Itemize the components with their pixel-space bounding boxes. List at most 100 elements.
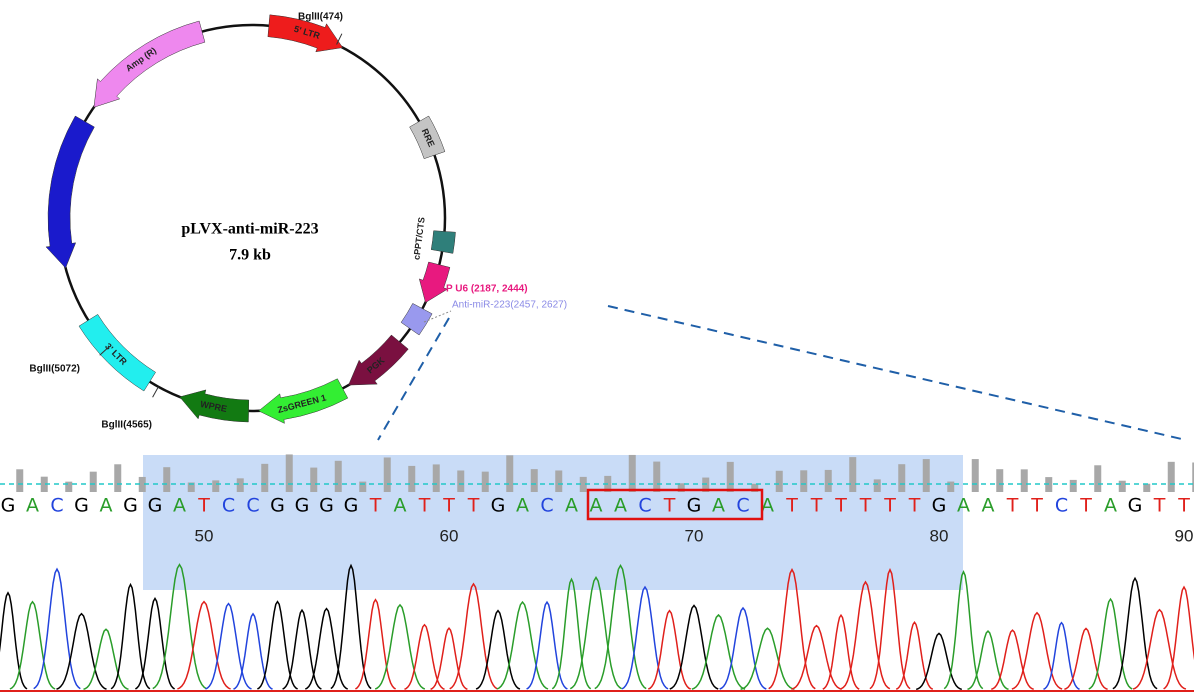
annotation: P U6 (2187, 2444) <box>446 284 528 295</box>
peak <box>450 584 498 689</box>
base: T <box>418 495 431 517</box>
base: G <box>148 495 163 517</box>
base: T <box>663 495 676 517</box>
feature <box>46 116 94 268</box>
quality-bar <box>359 482 366 492</box>
quality-bar <box>653 462 660 492</box>
base: T <box>1006 495 1019 517</box>
quality-bar <box>90 472 97 492</box>
peak <box>177 602 230 689</box>
site-label: BglII(4565) <box>101 420 152 431</box>
quality-bar <box>849 457 856 492</box>
base: A <box>516 495 529 517</box>
position: 70 <box>685 526 704 545</box>
peak <box>431 628 468 689</box>
peak <box>1044 623 1080 690</box>
base: T <box>810 495 823 517</box>
position: 80 <box>930 526 949 545</box>
peak <box>111 585 150 689</box>
quality-bar <box>65 482 72 492</box>
quality-bar <box>947 482 954 492</box>
zoom-line <box>608 306 1186 440</box>
base: C <box>638 495 651 517</box>
peak <box>257 602 297 689</box>
base: G <box>932 495 947 517</box>
quality-bar <box>555 470 562 492</box>
quality-bar <box>482 472 489 492</box>
base: C <box>540 495 553 517</box>
quality-bar <box>825 470 832 492</box>
site-label: BglII(474) <box>298 12 343 23</box>
base: G <box>295 495 310 517</box>
peak <box>206 604 252 689</box>
base: A <box>100 495 113 517</box>
quality-bar <box>727 462 734 492</box>
base: G <box>1128 495 1143 517</box>
base: C <box>50 495 63 517</box>
base: T <box>1030 495 1043 517</box>
base: C <box>246 495 259 517</box>
peak <box>1064 629 1107 690</box>
peak <box>896 622 933 689</box>
peak <box>283 610 322 689</box>
quality-bar <box>972 459 979 492</box>
base: C <box>736 495 749 517</box>
base: T <box>369 495 382 517</box>
base: T <box>785 495 798 517</box>
peak <box>375 605 425 689</box>
quality-bar <box>1021 469 1028 492</box>
base: G <box>123 495 138 517</box>
base: T <box>197 495 210 517</box>
quality-bar <box>163 467 170 492</box>
plasmid-size: 7.9 kb <box>229 247 271 264</box>
base: G <box>319 495 334 517</box>
peak <box>622 587 668 689</box>
base: A <box>1104 495 1117 517</box>
quality-bar <box>457 470 464 492</box>
quality-bar <box>1168 462 1175 492</box>
quality-bar <box>1143 484 1150 492</box>
peak <box>552 579 590 689</box>
quality-bar <box>408 466 415 492</box>
position: 50 <box>195 526 214 545</box>
peak <box>135 599 174 690</box>
quality-bar <box>898 464 905 492</box>
base: A <box>982 495 995 517</box>
base: G <box>270 495 285 517</box>
base: A <box>394 495 407 517</box>
site-label: BglII(5072) <box>29 364 80 375</box>
peak <box>84 629 129 689</box>
feature <box>401 303 432 335</box>
annotation: Anti-miR-223(2457, 2627) <box>452 300 567 311</box>
quality-bar <box>800 470 807 492</box>
quality-bar <box>310 468 317 492</box>
base: T <box>859 495 872 517</box>
quality-bar <box>531 469 538 492</box>
base: G <box>687 495 702 517</box>
page: {"plasmid": {"name": "pLVX-anti-miR-223"… <box>0 0 1194 696</box>
quality-bar <box>1119 481 1126 492</box>
quality-bar <box>16 469 23 492</box>
peak <box>355 600 395 689</box>
zoom-line <box>378 318 449 440</box>
peak <box>741 628 795 689</box>
peak <box>991 630 1033 689</box>
base: T <box>467 495 480 517</box>
peak <box>791 626 841 690</box>
site-tick <box>153 387 159 398</box>
base: T <box>883 495 896 517</box>
feature <box>94 21 205 107</box>
quality-bar <box>1070 480 1077 492</box>
peak <box>497 602 548 689</box>
peak <box>234 614 273 689</box>
base: A <box>614 495 627 517</box>
peak <box>0 593 27 689</box>
quality-bar <box>212 480 219 492</box>
base: T <box>1177 495 1190 517</box>
quality-bar <box>874 479 881 492</box>
base: A <box>26 495 39 517</box>
quality-bar <box>261 464 268 492</box>
base: T <box>1079 495 1092 517</box>
figure: GACGAGGATCCGGGGTATTTGACAAACTGACATTTTTTGA… <box>0 0 1194 696</box>
base: T <box>834 495 847 517</box>
